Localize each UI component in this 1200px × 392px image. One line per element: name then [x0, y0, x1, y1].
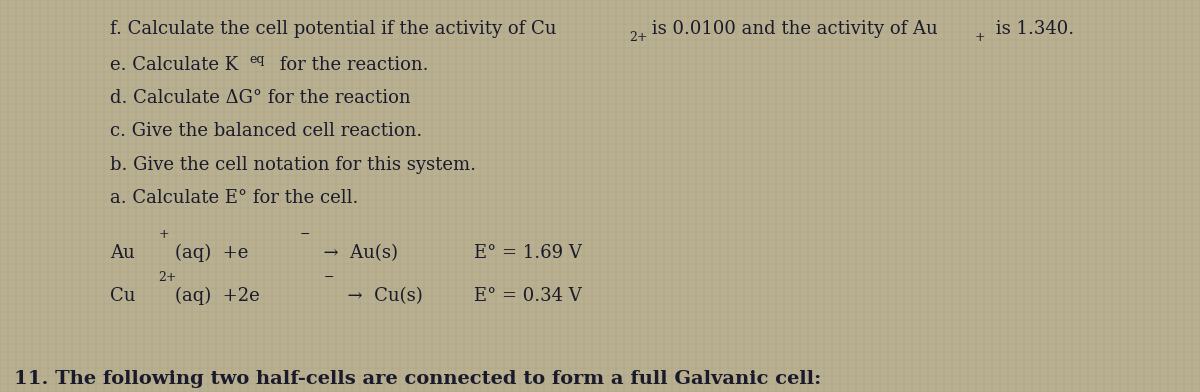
Text: →  Au(s): → Au(s) [312, 244, 398, 262]
Text: Cu: Cu [110, 287, 136, 305]
Text: →  Cu(s): → Cu(s) [336, 287, 422, 305]
Text: is 1.340.: is 1.340. [990, 20, 1074, 38]
Text: −: − [324, 270, 335, 284]
Text: 11. The following two half-cells are connected to form a full Galvanic cell:: 11. The following two half-cells are con… [14, 370, 822, 388]
Text: 2+: 2+ [629, 31, 647, 44]
Text: −: − [300, 227, 311, 241]
Text: E° = 1.69 V: E° = 1.69 V [474, 244, 582, 262]
Text: (aq)  +2e: (aq) +2e [175, 287, 260, 305]
Text: 2+: 2+ [158, 270, 176, 284]
Text: +: + [158, 227, 169, 241]
Text: e. Calculate K: e. Calculate K [110, 56, 239, 74]
Text: is 0.0100 and the activity of Au: is 0.0100 and the activity of Au [646, 20, 937, 38]
Text: f. Calculate the cell potential if the activity of Cu: f. Calculate the cell potential if the a… [110, 20, 557, 38]
Text: E° = 0.34 V: E° = 0.34 V [474, 287, 582, 305]
Text: (aq)  +e: (aq) +e [175, 244, 248, 262]
Text: d. Calculate ΔG° for the reaction: d. Calculate ΔG° for the reaction [110, 89, 412, 107]
Text: for the reaction.: for the reaction. [274, 56, 428, 74]
Text: b. Give the cell notation for this system.: b. Give the cell notation for this syste… [110, 156, 476, 174]
Text: Au: Au [110, 244, 136, 262]
Text: eq: eq [250, 53, 265, 66]
Text: a. Calculate E° for the cell.: a. Calculate E° for the cell. [110, 189, 359, 207]
Text: c. Give the balanced cell reaction.: c. Give the balanced cell reaction. [110, 122, 422, 140]
Text: +: + [974, 31, 985, 44]
